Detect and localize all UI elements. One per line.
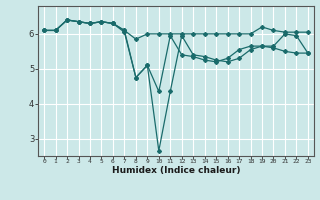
X-axis label: Humidex (Indice chaleur): Humidex (Indice chaleur) [112, 166, 240, 175]
